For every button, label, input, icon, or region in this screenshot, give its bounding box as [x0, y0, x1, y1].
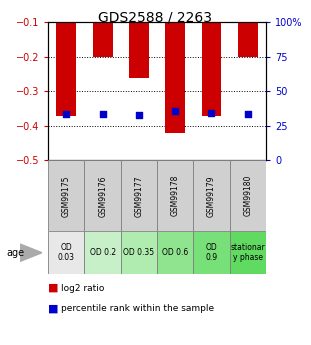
- Bar: [129, 22, 149, 78]
- Text: ■: ■: [48, 283, 59, 293]
- Bar: [56, 22, 76, 116]
- Point: [173, 108, 178, 114]
- Bar: [121, 231, 157, 274]
- Bar: [230, 231, 266, 274]
- Text: GSM99175: GSM99175: [62, 175, 71, 217]
- Text: log2 ratio: log2 ratio: [61, 284, 104, 293]
- Text: GSM99180: GSM99180: [243, 175, 252, 216]
- Bar: [238, 22, 258, 57]
- Point: [209, 110, 214, 116]
- Text: OD 0.2: OD 0.2: [90, 248, 116, 257]
- Point: [64, 111, 69, 117]
- Bar: [121, 160, 157, 231]
- Bar: [193, 231, 230, 274]
- Bar: [157, 160, 193, 231]
- Bar: [48, 231, 85, 274]
- Text: OD
0.9: OD 0.9: [206, 243, 217, 263]
- Bar: [165, 22, 185, 133]
- Point: [137, 112, 142, 118]
- Text: ■: ■: [48, 304, 59, 314]
- Bar: [85, 160, 121, 231]
- Text: GSM99178: GSM99178: [171, 175, 180, 216]
- Point: [100, 111, 105, 117]
- Text: GSM99179: GSM99179: [207, 175, 216, 217]
- Text: OD 0.6: OD 0.6: [162, 248, 188, 257]
- Bar: [157, 231, 193, 274]
- Text: age: age: [6, 248, 24, 258]
- Text: percentile rank within the sample: percentile rank within the sample: [61, 304, 214, 313]
- Bar: [230, 160, 266, 231]
- Text: GDS2588 / 2263: GDS2588 / 2263: [99, 10, 212, 24]
- Text: stationar
y phase: stationar y phase: [230, 243, 265, 263]
- Bar: [193, 160, 230, 231]
- Bar: [93, 22, 113, 57]
- Text: OD
0.03: OD 0.03: [58, 243, 75, 263]
- Point: [245, 111, 250, 117]
- Bar: [48, 160, 85, 231]
- Text: GSM99176: GSM99176: [98, 175, 107, 217]
- Text: OD 0.35: OD 0.35: [123, 248, 155, 257]
- Text: GSM99177: GSM99177: [134, 175, 143, 217]
- Polygon shape: [20, 244, 42, 262]
- Bar: [202, 22, 221, 116]
- Bar: [85, 231, 121, 274]
